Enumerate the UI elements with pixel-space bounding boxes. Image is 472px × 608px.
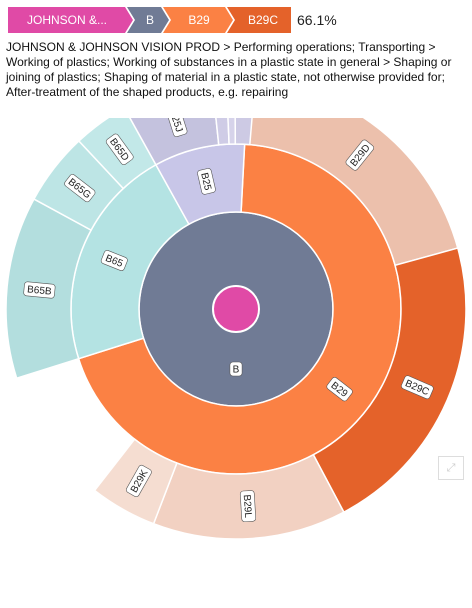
breadcrumb-item-b29c[interactable]: B29C xyxy=(247,13,279,27)
label-text-b25: B25 xyxy=(198,172,213,192)
label-box-b29d xyxy=(345,139,374,171)
label-box-b65 xyxy=(100,250,128,271)
breadcrumb: JOHNSON &... B B29 B29C 66.1% xyxy=(8,7,468,33)
breadcrumb-shapes xyxy=(8,7,291,33)
label-b29d: B29D xyxy=(345,139,374,171)
label-text-b29l: B29L xyxy=(241,494,253,518)
sunburst-chart: BB29B65B25B29DB29CB29LB29KB65BB65GB65DB2… xyxy=(5,118,467,540)
label-b25: B25 xyxy=(197,168,216,195)
label-box-b25 xyxy=(197,168,216,195)
label-box-b xyxy=(229,361,243,377)
label-text-b: B xyxy=(233,365,240,376)
label-b: B xyxy=(229,361,243,377)
label-b65b: B65B xyxy=(23,281,56,299)
breadcrumb-item-b-shape[interactable] xyxy=(127,7,169,33)
label-box-b65b xyxy=(23,281,56,299)
breadcrumb-item-b29-shape[interactable] xyxy=(163,7,233,33)
label-box-b25j xyxy=(165,118,188,137)
label-box-b29l xyxy=(239,490,257,523)
label-box-b29 xyxy=(326,377,353,402)
breadcrumb-item-b29[interactable]: B29 xyxy=(188,13,210,27)
label-text-b65b: B65B xyxy=(27,284,53,297)
description-text: JOHNSON & JOHNSON VISION PROD > Performi… xyxy=(6,40,452,99)
breadcrumb-item-company-shape[interactable] xyxy=(8,7,133,33)
expand-icon[interactable]: ⤢ xyxy=(438,456,464,480)
root-circle[interactable] xyxy=(212,285,260,333)
label-b29l: B29L xyxy=(239,490,257,523)
label-b65: B65 xyxy=(100,250,128,271)
breadcrumb-percentage: 66.1% xyxy=(297,12,337,28)
label-box-b65g xyxy=(64,174,96,203)
segment-unlabeled[interactable] xyxy=(234,118,255,146)
label-box-b29c xyxy=(401,375,434,400)
label-box-b29k xyxy=(125,464,152,498)
breadcrumb-item-company[interactable]: JOHNSON &... xyxy=(26,13,107,27)
label-box-b65d xyxy=(105,133,134,166)
breadcrumb-item-b[interactable]: B xyxy=(145,13,154,27)
breadcrumb-item-b29c-shape[interactable] xyxy=(227,7,291,33)
segment-b25j[interactable] xyxy=(124,118,220,166)
